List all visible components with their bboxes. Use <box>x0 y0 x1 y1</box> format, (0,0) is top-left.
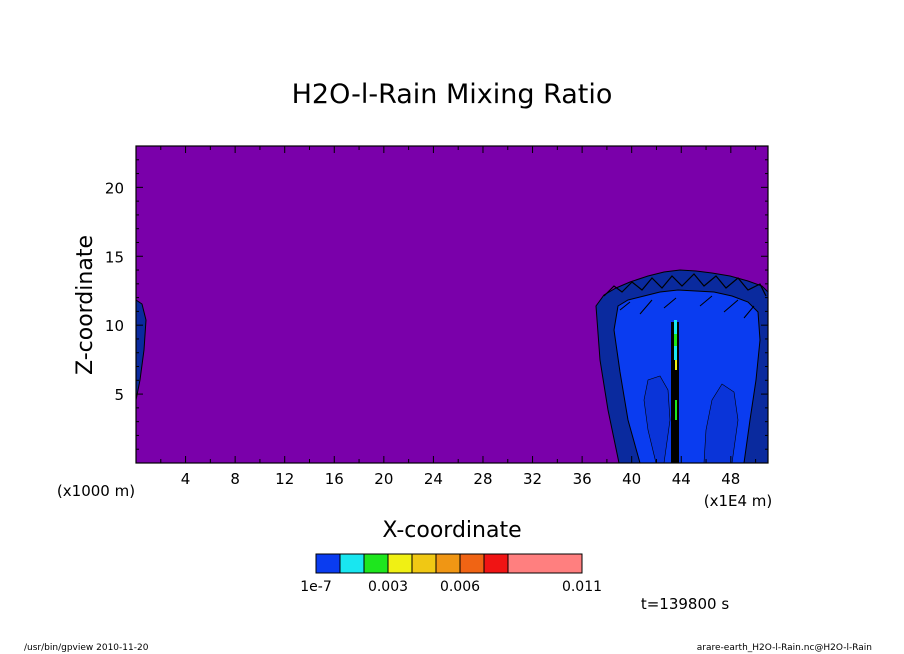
rain-cloud-top-texture <box>603 273 767 297</box>
x-tick-label: 32 <box>523 470 542 488</box>
x-tick-label: 4 <box>181 470 191 488</box>
colorbar-swatch <box>387 553 413 574</box>
rain-shaft <box>671 322 679 463</box>
x-tick-label: 36 <box>573 470 592 488</box>
plot-frame <box>135 145 769 464</box>
x-unit-right: (x1E4 m) <box>704 492 773 510</box>
x-tick-label: 20 <box>374 470 393 488</box>
x-axis-label: X-coordinate <box>382 518 521 543</box>
x-unit-left: (x1000 m) <box>57 482 135 500</box>
colorbar-swatch <box>315 553 341 574</box>
colorbar-swatch <box>459 553 485 574</box>
colorbar-label: 0.006 <box>440 579 480 595</box>
colorbar-swatch <box>483 553 509 574</box>
colorbar-swatch <box>339 553 365 574</box>
y-tick-label: 5 <box>114 386 124 404</box>
colorbar-swatch <box>411 553 437 574</box>
y-tick-label: 10 <box>105 317 124 335</box>
y-tick-label: 15 <box>105 248 124 266</box>
colorbar <box>315 553 583 574</box>
rain-shaft-core-yellow <box>675 360 677 370</box>
y-tick-label: 20 <box>105 179 124 197</box>
footer-right: arare-earth_H2O-l-Rain.nc@H2O-l-Rain <box>696 643 872 653</box>
x-tick-labels: 4 8 12 16 20 24 28 32 36 40 44 48 <box>181 470 741 488</box>
colorbar-swatch <box>507 553 583 574</box>
rain-inner-contour <box>643 375 671 464</box>
rain-shaft-core <box>674 320 677 334</box>
x-tick-label: 44 <box>672 470 691 488</box>
rain-shaft-core-green <box>674 334 677 346</box>
x-tick-label: 48 <box>721 470 740 488</box>
colorbar-swatch <box>363 553 389 574</box>
colorbar-label: 1e-7 <box>300 579 331 595</box>
rain-cloud-wisps <box>619 295 755 319</box>
colorbar-labels: 1e-7 0.003 0.006 0.011 <box>300 579 602 595</box>
time-label: t=139800 s <box>641 595 729 613</box>
x-tick-label: 8 <box>230 470 240 488</box>
rain-shaft-core-green2 <box>675 400 677 420</box>
rain-shaft-core-cyan2 <box>674 346 677 360</box>
y-tick-labels: 5 10 15 20 <box>105 179 124 404</box>
x-tick-label: 40 <box>622 470 641 488</box>
x-tick-label: 16 <box>325 470 344 488</box>
colorbar-swatch <box>435 553 461 574</box>
y-axis-label: Z-coordinate <box>73 235 98 375</box>
colorbar-label: 0.011 <box>562 579 602 595</box>
x-tick-label: 28 <box>473 470 492 488</box>
rain-main-contour <box>613 289 761 464</box>
rain-inner-contour-right <box>703 383 739 464</box>
x-tick-label: 12 <box>275 470 294 488</box>
x-tick-label: 24 <box>424 470 443 488</box>
colorbar-label: 0.003 <box>368 579 408 595</box>
axis-ticks <box>136 146 768 463</box>
chart-title: H2O-l-Rain Mixing Ratio <box>292 79 613 110</box>
footer-left: /usr/bin/gpview 2010-11-20 <box>24 643 149 653</box>
plot-area <box>135 145 769 464</box>
